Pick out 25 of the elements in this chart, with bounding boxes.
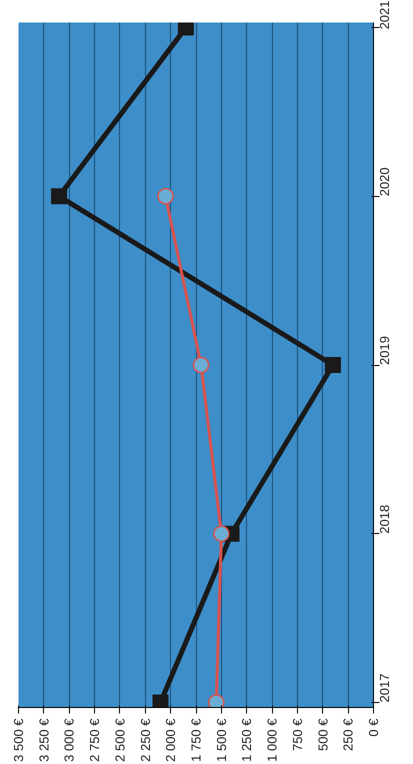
y-tick-label: 2020 [377, 167, 392, 196]
x-tick-label: 750 € [290, 718, 305, 752]
x-tick-label: 3 250 € [36, 718, 52, 762]
point [51, 188, 68, 204]
x-tick-label: 0 € [366, 718, 381, 737]
point [213, 525, 230, 542]
x-tick-label: 250 € [340, 718, 356, 752]
x-tick-label: 1 000 € [264, 718, 280, 762]
x-tick-label: 2 000 € [163, 718, 178, 762]
x-tick-label: 2 250 € [138, 718, 153, 762]
y-tick-label: 2017 [377, 674, 392, 702]
x-tick-label: 1 250 € [239, 718, 254, 762]
x-tick-label: 2 750 € [87, 718, 102, 762]
x-tick-label: 2 500 € [112, 718, 128, 762]
y-tick-label: 2018 [377, 504, 392, 534]
x-tick-label: 3 000 € [62, 718, 77, 762]
point [324, 357, 341, 373]
x-tick-label: 500 € [315, 718, 330, 752]
y-tick-label: 2021 [377, 0, 392, 30]
point [157, 188, 174, 205]
x-tick-label: 3 500 € [11, 718, 26, 762]
x-tick-label: 1 750 € [188, 718, 204, 762]
point [192, 356, 210, 374]
y-tick-label: 2019 [377, 336, 392, 365]
x-tick-label: 1 500 € [214, 718, 229, 762]
